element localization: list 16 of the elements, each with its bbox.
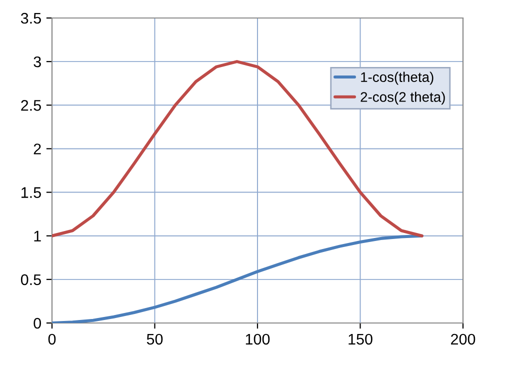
y-tick-label: 3 (34, 56, 41, 68)
y-tick-label: 0.5 (20, 274, 41, 286)
x-tick-label: 100 (246, 334, 270, 345)
y-tick-label: 2 (34, 144, 41, 154)
y-tick-label: 1.5 (22, 187, 41, 198)
line-series (52, 234, 424, 323)
legend-label: 2-cos(2 theta) (360, 92, 445, 105)
y-tick-label: 3.5 (20, 12, 41, 24)
x-tick-label: 0 (48, 334, 56, 345)
y-tick-label: 2.5 (21, 100, 41, 111)
x-tick-label: 150 (348, 334, 372, 345)
x-tick-label: 200 (451, 334, 476, 345)
y-tick-label: 0 (34, 318, 41, 329)
y-tick-label: 1 (34, 230, 41, 242)
x-tick-label: 50 (146, 334, 163, 345)
legend-label: 1-cos(theta) (361, 72, 434, 85)
